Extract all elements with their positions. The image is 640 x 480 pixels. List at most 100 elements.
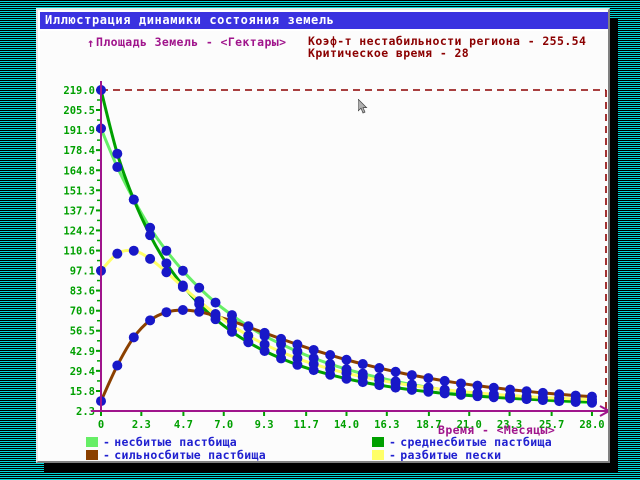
data-point-marker <box>374 375 385 386</box>
data-point-marker <box>554 393 565 404</box>
y-tick-label: 178.4 <box>63 145 95 157</box>
data-point-marker <box>276 333 287 344</box>
data-point-marker <box>161 267 172 278</box>
data-point-marker <box>128 332 139 343</box>
data-point-marker <box>161 307 172 318</box>
data-point-marker <box>308 359 319 370</box>
data-point-marker <box>226 320 237 331</box>
data-point-marker <box>145 253 156 264</box>
y-tick-label: 219.0 <box>63 85 95 97</box>
legend-color-swatch <box>372 437 384 447</box>
x-tick-label: 23.3 <box>497 419 522 431</box>
data-point-marker <box>505 390 516 401</box>
chart-plot: 219.0 205.5 191.9 178.4 164.8 151.3 137.7 124.2… <box>63 81 608 431</box>
legend-item: - несбитые пастбища <box>86 435 237 449</box>
y-tick-labels-group: 219.0 205.5 191.9 178.4 164.8 151.3 137.7 124.2… <box>63 85 95 418</box>
data-point-marker <box>521 391 532 402</box>
legend-color-swatch <box>372 450 384 460</box>
y-tick-label: 151.3 <box>63 185 95 197</box>
data-point-marker <box>406 380 417 391</box>
data-point-marker <box>177 282 188 293</box>
x-tick-label: 7.0 <box>214 419 233 431</box>
data-point-marker <box>194 306 205 317</box>
data-point-marker <box>341 354 352 365</box>
legend-label: среднесбитые пастбища <box>400 435 552 449</box>
data-point-marker <box>455 378 466 389</box>
data-point-marker <box>472 380 483 391</box>
data-point-marker <box>472 387 483 398</box>
data-point-marker <box>423 373 434 384</box>
data-point-marker <box>128 194 139 205</box>
data-point-marker <box>439 384 450 395</box>
chart-annotations <box>101 89 607 411</box>
coefficient-readout: Коэф-т нестабильности региона - 255.54 <box>308 34 587 48</box>
y-tick-label: 15.8 <box>70 386 95 398</box>
y-axis-title: Площадь Земель - <Гектары> <box>96 35 287 49</box>
y-tick-label: 42.9 <box>70 346 95 358</box>
y-tick-label: 164.8 <box>63 165 95 177</box>
data-point-marker <box>259 339 270 350</box>
x-tick-label: 21.0 <box>457 419 482 431</box>
legend-label: несбитые пастбища <box>114 435 238 449</box>
legend-color-swatch <box>86 437 98 447</box>
data-point-marker <box>177 304 188 315</box>
data-point-marker <box>112 248 123 259</box>
data-point-marker <box>243 330 254 341</box>
y-tick-label: 124.2 <box>63 225 95 237</box>
x-tick-label: 28.0 <box>579 419 604 431</box>
data-point-marker <box>308 344 319 355</box>
data-point-marker <box>177 265 188 276</box>
data-point-marker <box>145 222 156 233</box>
legend-item: - среднесбитые пастбища <box>372 435 552 449</box>
mouse-pointer-icon <box>358 99 368 114</box>
y-tick-label: 137.7 <box>63 205 95 217</box>
legend-dash: - <box>389 435 397 449</box>
data-point-marker <box>145 230 156 241</box>
chart-data-point-markers <box>96 85 597 408</box>
legend-label: сильносбитые пастбища <box>114 448 266 461</box>
data-point-marker <box>259 327 270 338</box>
data-point-marker <box>455 386 466 397</box>
application-window: Иллюстрация динамики состояния земель ↑ … <box>36 8 610 463</box>
data-point-marker <box>112 148 123 159</box>
x-tick-label: 25.7 <box>539 419 564 431</box>
data-point-marker <box>161 258 172 269</box>
window-title-bar[interactable]: Иллюстрация динамики состояния земель <box>40 12 608 29</box>
x-tick-label: 2.3 <box>132 419 151 431</box>
legend-color-swatch <box>86 450 98 460</box>
chart-legend: - несбитые пастбища - сильносбитые пастбища… <box>86 435 602 461</box>
legend-dash: - <box>389 448 397 461</box>
data-point-marker <box>586 394 597 405</box>
x-tick-label: 16.3 <box>374 419 399 431</box>
y-tick-label: 29.4 <box>70 366 95 378</box>
y-tick-label: 83.6 <box>70 286 95 298</box>
data-point-marker <box>423 382 434 393</box>
data-point-marker <box>194 282 205 293</box>
x-tick-label: 11.7 <box>294 419 319 431</box>
data-point-marker <box>292 346 303 357</box>
y-tick-label: 2.3 <box>76 406 95 418</box>
y-axis-arrow-icon: ↑ <box>87 36 95 50</box>
data-point-marker <box>112 162 123 173</box>
data-point-marker <box>439 375 450 386</box>
legend-label: разбитые пески <box>400 448 502 461</box>
x-tick-labels-group: 0 2.3 4.7 7.0 9.3 11.7 14.0 16.3 18.7 21.0 23.3 25.… <box>98 419 605 431</box>
data-point-marker <box>161 245 172 256</box>
y-tick-label: 56.5 <box>70 326 95 338</box>
critical-time-readout: Критическое время - 28 <box>308 46 470 60</box>
data-point-marker <box>325 363 336 374</box>
y-tick-label: 205.5 <box>63 105 95 117</box>
data-point-marker <box>292 339 303 350</box>
data-point-marker <box>243 322 254 333</box>
data-point-marker <box>194 296 205 307</box>
chart-axis-lines <box>91 81 608 417</box>
y-tick-label: 70.0 <box>70 306 95 318</box>
x-tick-label: 4.7 <box>174 419 193 431</box>
data-point-marker <box>488 389 499 400</box>
data-point-marker <box>374 363 385 374</box>
data-point-marker <box>341 368 352 379</box>
data-point-marker <box>112 360 123 371</box>
y-tick-label: 97.1 <box>70 266 95 278</box>
data-point-marker <box>128 245 139 256</box>
x-axis-title: Время - <Месяцы> <box>438 423 556 437</box>
